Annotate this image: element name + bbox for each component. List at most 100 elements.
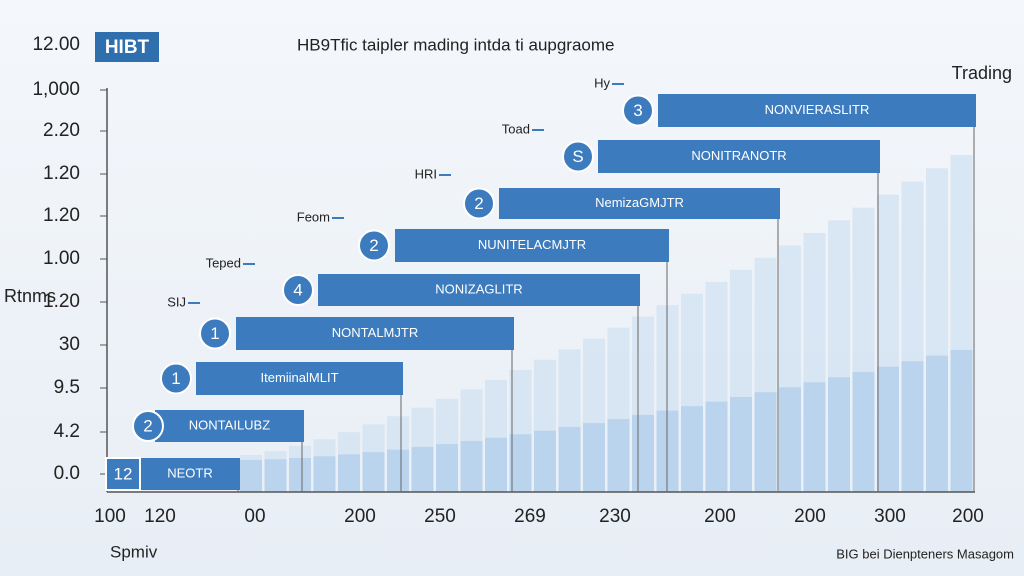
area-decoration <box>240 155 973 492</box>
bar-label: NONVIERASLITR <box>765 102 870 117</box>
y-tick-label: 2.20 <box>43 120 80 141</box>
bar-tag: Feom <box>297 209 330 224</box>
bar <box>155 410 304 442</box>
y-tick-label: 1,000 <box>32 79 80 100</box>
y-axis-title: Rtnms <box>4 286 56 306</box>
bar-tag: Teped <box>206 255 241 270</box>
bar-label: NONITRANOTR <box>691 148 786 163</box>
deco-column <box>901 361 924 492</box>
x-tick-label: 00 <box>244 506 265 527</box>
bar-tag: SIJ <box>167 294 186 309</box>
bar-label: NONIZAGLITR <box>435 281 522 296</box>
deco-column <box>730 396 752 492</box>
deco-column <box>877 366 899 492</box>
bar <box>658 94 976 127</box>
deco-column <box>387 449 409 492</box>
bar-badge: 1 <box>210 324 219 343</box>
deco-column <box>534 430 556 492</box>
deco-column <box>681 406 703 492</box>
deco-column <box>754 392 777 492</box>
bar-badge: 2 <box>143 416 152 435</box>
y-tick-label: 4.2 <box>54 421 80 442</box>
deco-column <box>926 355 948 492</box>
bar-tag: HRI <box>415 166 437 181</box>
deco-column <box>632 414 654 492</box>
bar-badge-box <box>105 457 141 491</box>
bar-badge: 2 <box>369 236 378 255</box>
y-tick-label: 0.0 <box>54 463 80 484</box>
bar-badge: 12 <box>114 464 133 483</box>
deco-column <box>485 437 507 492</box>
x-tick-label: 200 <box>794 506 826 527</box>
deco-column <box>362 452 385 492</box>
y-tick-label: 12.00 <box>32 34 80 55</box>
x-tick-label: 200 <box>344 506 376 527</box>
deco-column <box>852 371 875 492</box>
bar-label: NONTALMJTR <box>332 325 418 340</box>
corner-label: Trading <box>952 63 1012 83</box>
bar-badge: 4 <box>293 280 302 299</box>
bar-badge-circle <box>282 274 314 306</box>
y-tick-label: 1.20 <box>43 205 80 226</box>
y-tick-label: 30 <box>59 334 80 355</box>
bar-badge-circle <box>199 317 231 350</box>
bar-label: NONTAILUBZ <box>189 417 270 432</box>
y-tick-label: 1.20 <box>43 291 80 312</box>
bar-tag: Hy <box>594 75 610 90</box>
deco-column <box>607 419 630 492</box>
x-tick-label: 100 <box>94 506 126 527</box>
deco-column <box>705 401 728 492</box>
bar-label: NEOTR <box>167 465 213 480</box>
bar <box>196 362 403 395</box>
bar-label: ItemiinalMLIT <box>260 370 338 385</box>
title: HB9Tfic taipler mading intda ti aupgraom… <box>297 35 615 54</box>
x-tick-label: 230 <box>599 506 631 527</box>
bar-badge-circle <box>562 140 594 173</box>
bar <box>499 188 780 219</box>
bar-badge-circle <box>160 362 192 395</box>
deco-column <box>436 444 458 492</box>
badge: HIBT <box>105 37 150 58</box>
deco-column <box>828 377 850 492</box>
deco-column <box>583 423 605 492</box>
bar-badge-circle <box>463 187 495 220</box>
deco-column <box>313 456 336 492</box>
deco-column <box>240 460 262 492</box>
deco-column <box>338 454 360 492</box>
x-tick-label: 269 <box>514 506 546 527</box>
bar-badge: S <box>572 147 583 166</box>
bar-badge-circle <box>358 229 390 262</box>
x-axis-title: Spmiv <box>110 542 158 561</box>
bar-badge: 3 <box>633 101 642 120</box>
bar <box>140 458 240 490</box>
deco-column <box>509 434 532 492</box>
bar <box>395 229 669 262</box>
deco-column <box>558 426 581 492</box>
bar-badge: 2 <box>474 194 483 213</box>
bar <box>598 140 880 173</box>
deco-column <box>460 440 483 492</box>
deco-column <box>803 382 826 492</box>
bar-label: NUNITELACMJTR <box>478 237 586 252</box>
x-tick-label: 300 <box>874 506 906 527</box>
y-tick-label: 1.20 <box>43 163 80 184</box>
y-tick-label: 9.5 <box>54 377 80 398</box>
x-tick-label: 120 <box>144 506 176 527</box>
bar-badge-circle <box>132 410 164 442</box>
bar <box>236 317 514 350</box>
deco-column <box>779 387 801 492</box>
footer: BIG bei Dienpteners Masagom <box>836 546 1014 561</box>
x-tick-label: 250 <box>424 506 456 527</box>
bar-badge: 1 <box>171 369 180 388</box>
x-tick-label: 200 <box>952 506 984 527</box>
bar-tag: Toad <box>502 121 530 136</box>
bar <box>318 274 640 306</box>
bar-badge-circle <box>622 94 654 127</box>
deco-column <box>411 446 434 492</box>
y-tick-label: 1.00 <box>43 248 80 269</box>
x-tick-label: 200 <box>704 506 736 527</box>
deco-column <box>264 459 287 492</box>
badge-box <box>95 32 159 62</box>
bar-label: NemizaGMJTR <box>595 195 684 210</box>
